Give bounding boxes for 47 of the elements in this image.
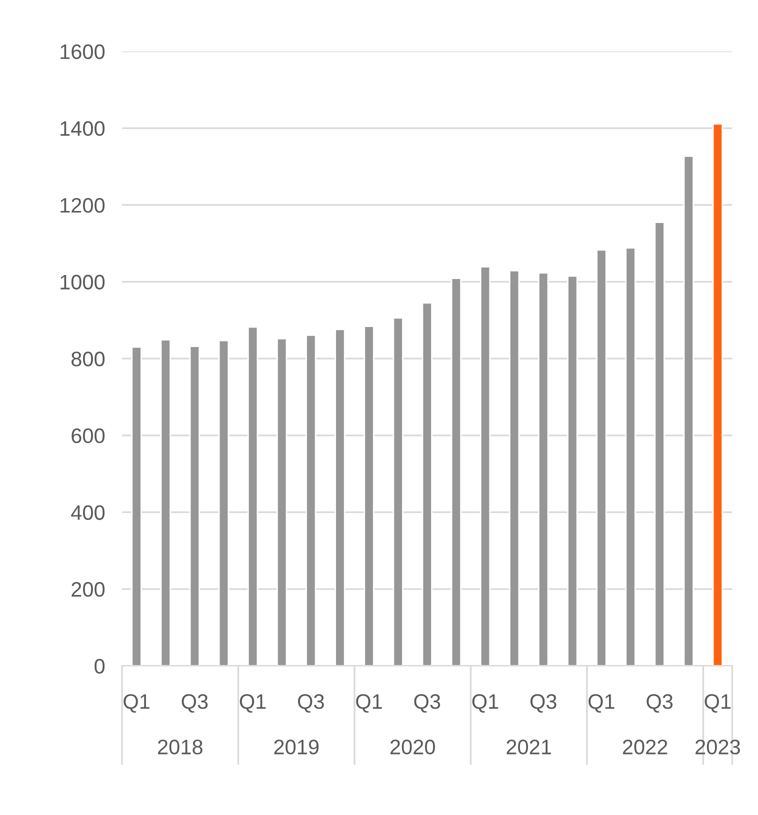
x-tick-label: Q1 (472, 694, 498, 713)
bar (567, 275, 578, 666)
bar (247, 326, 258, 666)
x-tick-label: Q1 (356, 694, 382, 713)
text: 2021 (506, 740, 551, 754)
bar (392, 317, 404, 666)
bar (306, 334, 316, 666)
bar (712, 123, 724, 666)
x-tick-label: Q3 (530, 694, 556, 713)
y-tick-label: 400 (71, 505, 105, 520)
x-tick-label: Q3 (182, 694, 208, 713)
x-tick-label: Q3 (414, 694, 440, 713)
bar (160, 339, 171, 666)
bar (683, 156, 694, 666)
y-tick-label: 0 (94, 658, 105, 674)
bar (450, 278, 462, 666)
bar (508, 270, 520, 666)
x-tick-label: Q1 (240, 694, 266, 713)
x-tick-label: Q1 (704, 694, 731, 713)
x-tick-label: Q1 (124, 694, 150, 713)
y-tick-label: 600 (72, 428, 105, 444)
bar (596, 249, 607, 666)
text: 2019 (274, 740, 319, 754)
y-tick-label: 800 (72, 352, 105, 366)
bar (364, 326, 374, 666)
bar (131, 346, 142, 666)
y-tick-label: 1400 (60, 121, 105, 136)
bar (538, 272, 549, 666)
bar (480, 266, 491, 666)
bar (654, 222, 665, 666)
bar (625, 247, 636, 666)
bar (218, 340, 230, 666)
y-tick-label: 200 (72, 582, 105, 597)
bar (276, 338, 288, 666)
text: 2018 (158, 740, 202, 754)
x-tick-label: Q3 (298, 694, 324, 713)
text: 2020 (390, 740, 435, 754)
bar (422, 302, 432, 666)
bar (334, 328, 346, 666)
y-tick-label: 1200 (60, 198, 105, 213)
x-tick-label: Q3 (646, 694, 673, 713)
x-tick-label: Q1 (588, 694, 614, 713)
bar (189, 346, 200, 666)
text: 2023 (696, 740, 740, 754)
y-tick-label: 1600 (60, 44, 105, 60)
text: 2022 (622, 740, 668, 754)
y-tick-label: 1000 (60, 274, 105, 290)
